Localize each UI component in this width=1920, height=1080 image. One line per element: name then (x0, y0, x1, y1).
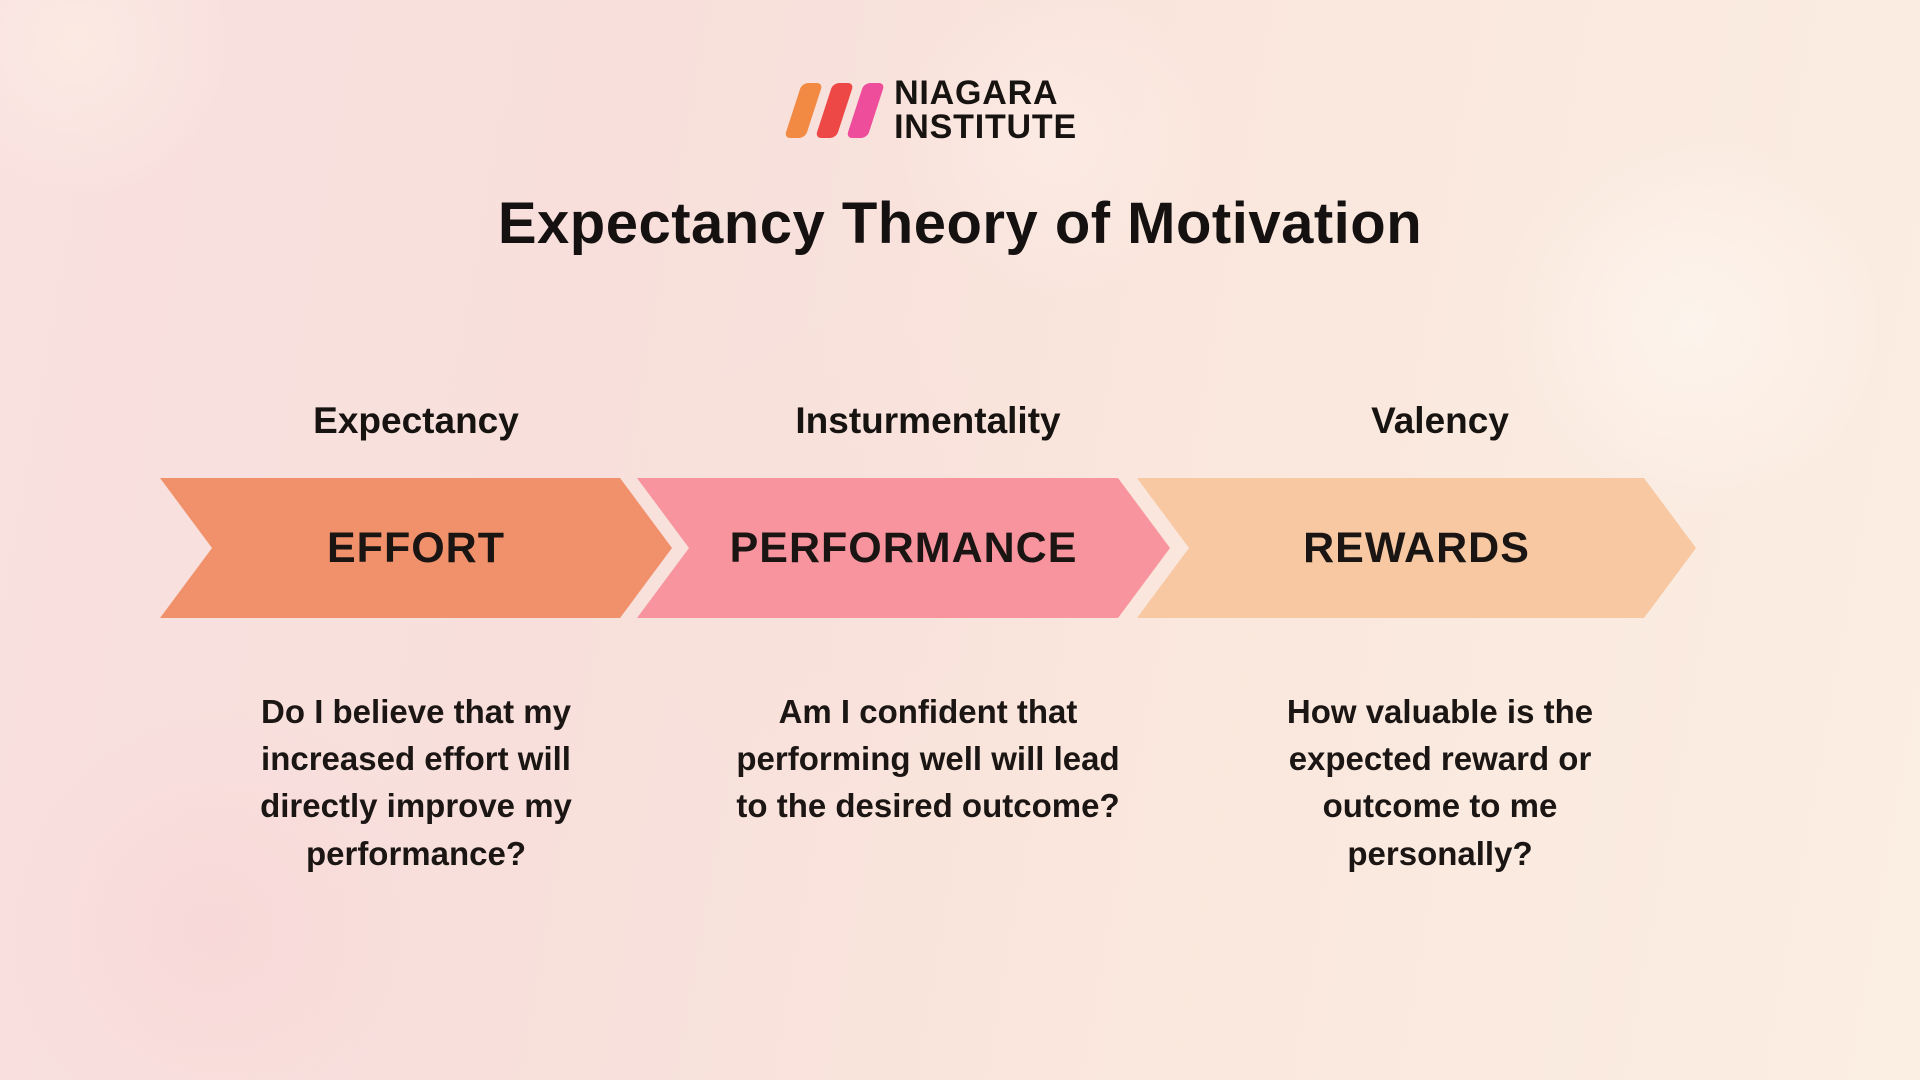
question-effort: Do I believe that my increased effort wi… (260, 693, 572, 872)
step-label-valency: Valency (1371, 400, 1509, 441)
logo-stripes-icon (783, 82, 885, 138)
questions-row: Do I believe that my increased effort wi… (160, 688, 1696, 877)
process-arrows: EFFORT PERFORMANCE REWARDS (160, 478, 1696, 618)
arrow-rewards: REWARDS (1137, 478, 1696, 618)
logo-wordmark: NIAGARA INSTITUTE (894, 74, 1077, 146)
step-label-instrumentality: Insturmentality (795, 400, 1061, 441)
question-rewards: How valuable is the expected reward or o… (1286, 693, 1594, 872)
question-performance: Am I confident that performing well will… (736, 693, 1120, 825)
page-title: Expectancy Theory of Motivation (497, 191, 1423, 256)
logo-stripe-icon (846, 82, 885, 138)
niagara-institute-logo: NIAGARA INSTITUTE (783, 76, 1077, 144)
arrow-effort: EFFORT (160, 478, 672, 618)
arrow-performance: PERFORMANCE (637, 478, 1170, 618)
step-labels-row: Expectancy Insturmentality Valency (160, 400, 1696, 442)
step-label-expectancy: Expectancy (313, 400, 519, 441)
